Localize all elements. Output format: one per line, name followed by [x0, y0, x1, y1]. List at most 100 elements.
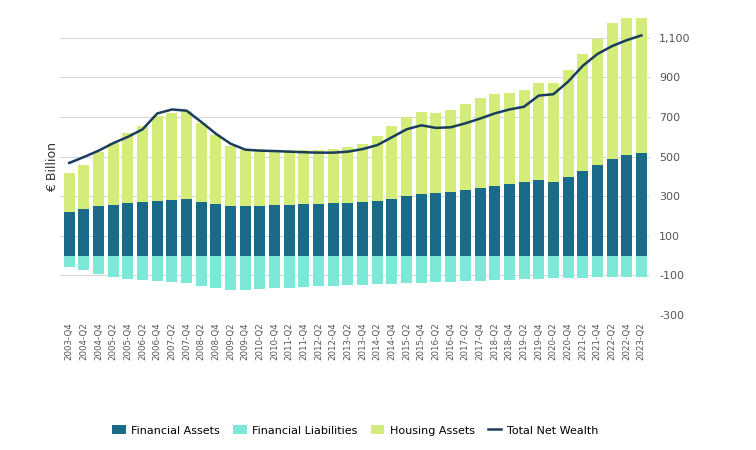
Bar [284, 204, 295, 256]
Bar [240, 256, 251, 290]
Bar [240, 207, 251, 256]
Bar [255, 206, 265, 256]
Bar [636, 153, 647, 256]
Bar [372, 256, 383, 284]
Bar [519, 90, 529, 182]
Bar [606, 23, 618, 159]
Total Net Wealth [549, 91, 558, 97]
Bar [255, 149, 265, 206]
Bar [93, 256, 104, 274]
Total Net Wealth [519, 104, 528, 109]
Bar [562, 177, 574, 256]
Line: Total Net Wealth: Total Net Wealth [70, 36, 641, 163]
Total Net Wealth [329, 150, 338, 155]
Bar [401, 117, 412, 196]
Bar [342, 148, 354, 202]
Bar [386, 256, 398, 284]
Bar [152, 117, 163, 201]
Bar [64, 256, 75, 267]
Total Net Wealth [461, 121, 470, 126]
Bar [64, 212, 75, 256]
Bar [577, 54, 588, 171]
Bar [430, 256, 442, 282]
Bar [64, 173, 75, 212]
Bar [401, 256, 412, 284]
Bar [519, 256, 529, 279]
Bar [606, 256, 618, 277]
Total Net Wealth [622, 37, 631, 43]
Bar [342, 256, 354, 285]
Bar [475, 188, 485, 256]
Bar [196, 123, 207, 202]
Bar [210, 135, 222, 204]
Total Net Wealth [373, 142, 382, 148]
Total Net Wealth [270, 148, 279, 154]
Bar [299, 150, 309, 204]
Bar [225, 256, 236, 290]
Bar [577, 256, 588, 278]
Bar [299, 256, 309, 287]
Bar [108, 204, 119, 256]
Bar [284, 150, 295, 204]
Total Net Wealth [226, 141, 235, 146]
Total Net Wealth [240, 147, 249, 153]
Total Net Wealth [79, 154, 88, 160]
Bar [196, 202, 207, 256]
Total Net Wealth [446, 125, 455, 130]
Bar [93, 152, 104, 206]
Total Net Wealth [563, 79, 572, 85]
Bar [79, 165, 89, 209]
Bar [562, 70, 574, 177]
Bar [269, 205, 280, 256]
Bar [181, 111, 192, 199]
Y-axis label: € Billion: € Billion [45, 141, 59, 192]
Bar [548, 256, 559, 279]
Legend: Financial Assets, Financial Liabilities, Housing Assets, Total Net Wealth: Financial Assets, Financial Liabilities,… [108, 421, 603, 440]
Bar [166, 200, 178, 256]
Bar [562, 256, 574, 278]
Total Net Wealth [490, 111, 499, 116]
Bar [445, 256, 456, 282]
Bar [137, 256, 148, 280]
Total Net Wealth [109, 140, 118, 146]
Total Net Wealth [593, 51, 602, 57]
Total Net Wealth [432, 125, 441, 130]
Total Net Wealth [388, 135, 397, 140]
Total Net Wealth [182, 108, 191, 113]
Bar [357, 256, 368, 285]
Bar [357, 144, 368, 202]
Bar [372, 201, 383, 256]
Bar [533, 256, 544, 279]
Bar [122, 133, 134, 202]
Bar [445, 110, 456, 192]
Total Net Wealth [285, 149, 294, 154]
Total Net Wealth [358, 146, 367, 152]
Bar [269, 150, 280, 205]
Total Net Wealth [65, 160, 74, 166]
Bar [592, 39, 603, 165]
Bar [225, 206, 236, 256]
Bar [299, 204, 309, 256]
Bar [460, 256, 471, 281]
Bar [416, 194, 427, 256]
Total Net Wealth [505, 107, 514, 112]
Total Net Wealth [314, 150, 323, 155]
Total Net Wealth [534, 93, 544, 98]
Bar [108, 143, 119, 204]
Bar [489, 256, 500, 280]
Total Net Wealth [256, 148, 265, 153]
Bar [255, 256, 265, 289]
Bar [313, 204, 324, 256]
Bar [460, 190, 471, 256]
Bar [606, 159, 618, 256]
Bar [386, 126, 398, 198]
Bar [592, 256, 603, 277]
Bar [152, 201, 163, 256]
Bar [577, 171, 588, 256]
Bar [210, 204, 222, 256]
Total Net Wealth [578, 63, 587, 68]
Total Net Wealth [637, 33, 646, 38]
Bar [328, 149, 339, 203]
Bar [225, 146, 236, 206]
Bar [166, 112, 178, 200]
